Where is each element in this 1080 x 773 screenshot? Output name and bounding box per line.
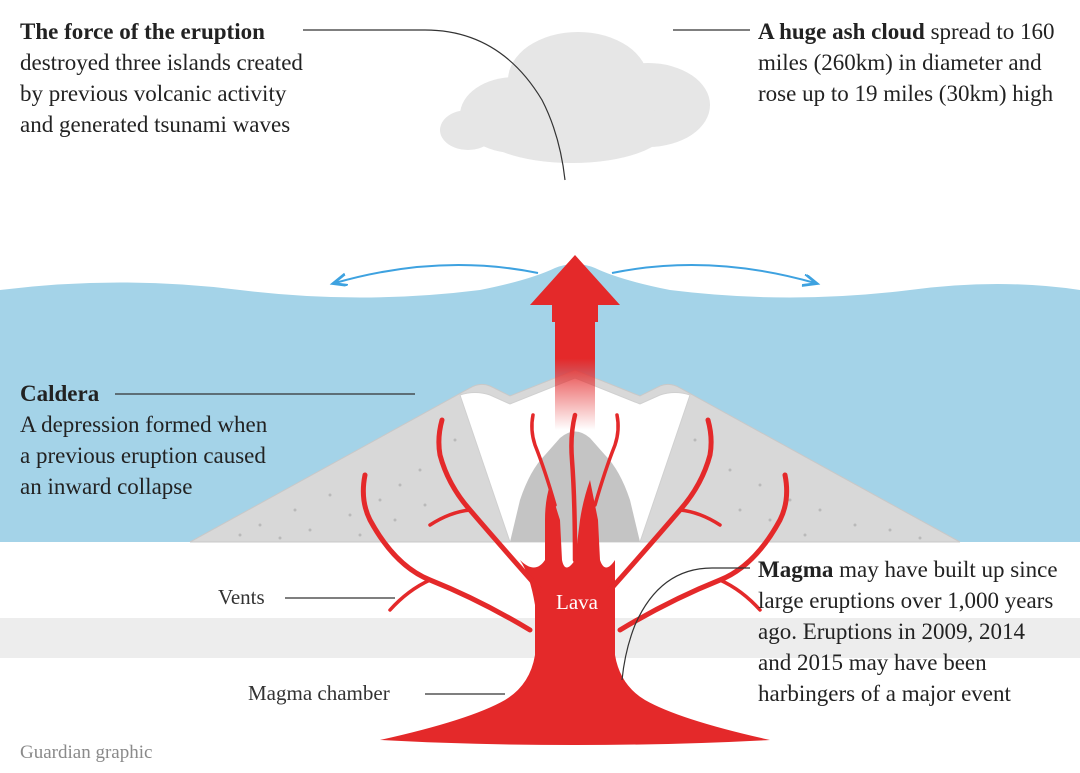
annotation-caldera-bold: Caldera [20,378,270,409]
credit-text: Guardian graphic [20,742,152,764]
annotation-eruption-force-bold: The force of the eruption [20,19,265,44]
annotation-caldera: Caldera A depression formed when a previ… [20,378,270,502]
annotation-caldera-rest: A depression formed when a previous erup… [20,409,270,502]
label-vents: Vents [218,585,265,610]
label-magma-chamber: Magma chamber [248,681,390,706]
annotation-ash-cloud-bold: A huge ash cloud [758,19,925,44]
label-lava: Lava [556,590,598,615]
annotation-eruption-force-rest: destroyed three islands created by previ… [20,50,303,137]
annotation-ash-cloud: A huge ash cloud spread to 160 miles (26… [758,16,1058,109]
ash-cloud [440,32,710,163]
wave-arrow-right [612,265,815,283]
wave-arrow-left [335,265,538,283]
annotation-magma-bold: Magma [758,557,833,582]
annotation-magma: Magma may have built up since large erup… [758,554,1058,709]
annotation-eruption-force: The force of the eruption destroyed thre… [20,16,310,140]
